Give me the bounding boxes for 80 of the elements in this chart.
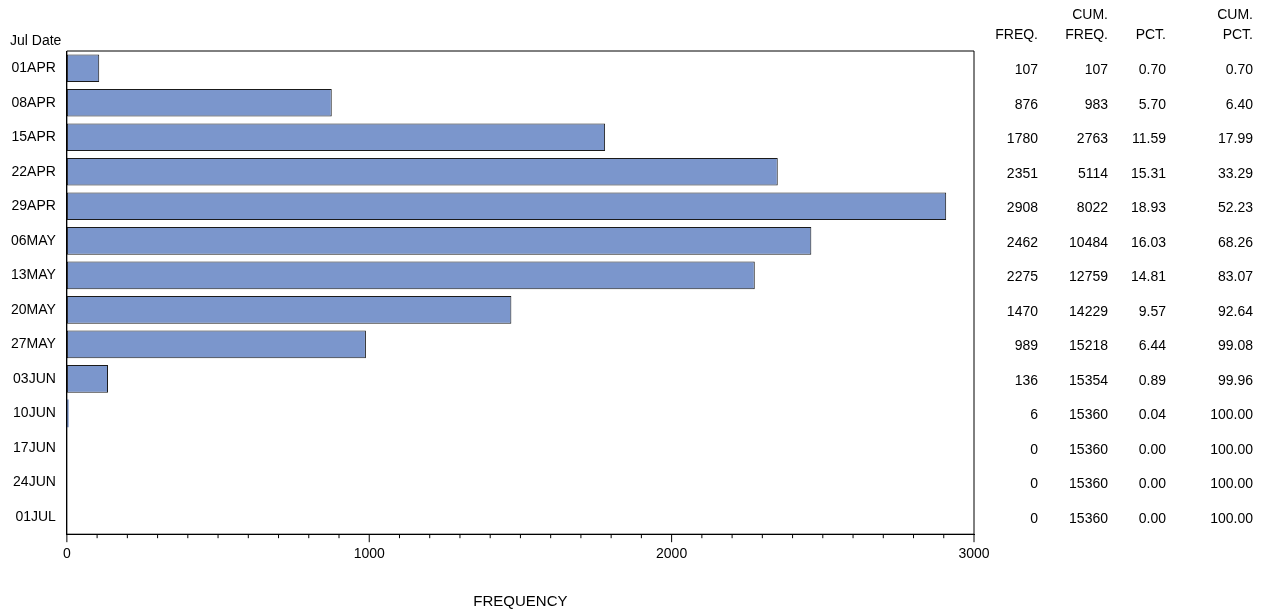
text: 16.03 [1130, 233, 1167, 250]
y-tick-label: 01JUL [15, 507, 57, 524]
text: 983 [1084, 95, 1109, 112]
y-tick-label: 20MAY [11, 300, 57, 317]
text: 14.81 [1130, 268, 1167, 285]
data-label: 876 [1014, 95, 1039, 112]
text: 83.07 [1217, 268, 1254, 285]
text: 0.00 [1138, 509, 1167, 526]
text: 52.23 [1217, 199, 1254, 216]
data-label: 6 [1030, 406, 1039, 423]
text: PCT. [1135, 25, 1166, 42]
text: 17.99 [1217, 130, 1254, 147]
data-label: 0 [1030, 440, 1039, 457]
y-tick-label: 27MAY [11, 335, 57, 352]
text: 92.64 [1217, 302, 1254, 319]
text: 14229 [1069, 302, 1109, 319]
text: 107 [1084, 61, 1109, 78]
text: 18.93 [1130, 199, 1167, 216]
data-label: 2351 [1006, 164, 1039, 181]
text: 100.00 [1210, 475, 1254, 492]
text: 0.00 [1138, 475, 1167, 492]
text: FREQ. [995, 25, 1038, 42]
text: 15360 [1069, 440, 1109, 457]
y-tick-label: 24JUN [13, 473, 56, 490]
x-tick-label: 0 [62, 545, 71, 562]
data-label: 1780 [1006, 130, 1039, 147]
data-label: 0 [1030, 509, 1039, 526]
text: 11.59 [1132, 130, 1167, 147]
text: 9.57 [1138, 302, 1167, 319]
text: 15360 [1069, 406, 1109, 423]
y-tick-label: 10JUN [13, 404, 56, 421]
x-tick-label: 1000 [353, 545, 386, 562]
data-label: 0 [1030, 475, 1039, 492]
data-label: 2908 [1006, 199, 1039, 216]
text: 15.31 [1130, 164, 1167, 181]
data-label: 107 [1014, 61, 1039, 78]
text: 0.70 [1138, 61, 1167, 78]
y-tick-label: 17JUN [13, 438, 56, 455]
text: 0.04 [1138, 406, 1167, 423]
y-tick-label: 22APR [11, 162, 56, 179]
text: 100.00 [1210, 406, 1254, 423]
text: 100.00 [1210, 440, 1254, 457]
y-tick-label: 03JUN [13, 369, 56, 386]
text: 6.44 [1138, 337, 1167, 354]
text: 68.26 [1217, 233, 1254, 250]
data-label: 2462 [1006, 233, 1039, 250]
text: 33.29 [1217, 164, 1254, 181]
text: 15354 [1069, 371, 1109, 388]
y-tick-label: 15APR [11, 128, 56, 145]
text: CUM. PCT. [1217, 5, 1253, 42]
x-axis-title: FREQUENCY [473, 592, 568, 610]
text: 12759 [1069, 268, 1109, 285]
text: 15218 [1069, 337, 1109, 354]
data-label: 2275 [1006, 268, 1039, 285]
text: 0.89 [1138, 371, 1167, 388]
x-tick-label: 2000 [656, 545, 688, 562]
text: 99.08 [1217, 337, 1254, 354]
text: 99.96 [1217, 371, 1254, 388]
text: 100.00 [1210, 509, 1254, 526]
y-tick-label: 01APR [11, 59, 56, 76]
y-tick-label: 13MAY [11, 266, 57, 283]
text: CUM. FREQ. [1065, 5, 1108, 42]
text: 0.00 [1138, 440, 1167, 457]
text: 10484 [1069, 233, 1109, 250]
text: 15360 [1069, 509, 1109, 526]
data-label: 989 [1014, 337, 1039, 354]
text: 5.70 [1138, 95, 1167, 112]
y-tick-label: 29APR [11, 197, 56, 214]
y-axis-title: Jul Date [10, 31, 62, 48]
text: 2763 [1076, 130, 1109, 147]
y-tick-label: 08APR [11, 93, 56, 110]
y-tick-label: 06MAY [11, 231, 57, 248]
text: 5114 [1077, 164, 1109, 181]
text: 15360 [1069, 475, 1109, 492]
x-tick-label: 3000 [958, 545, 990, 562]
text: 6.40 [1225, 95, 1254, 112]
data-label: 1470 [1006, 302, 1039, 319]
data-label: 136 [1014, 371, 1039, 388]
text: 0.70 [1225, 61, 1254, 78]
text: 8022 [1076, 199, 1109, 216]
